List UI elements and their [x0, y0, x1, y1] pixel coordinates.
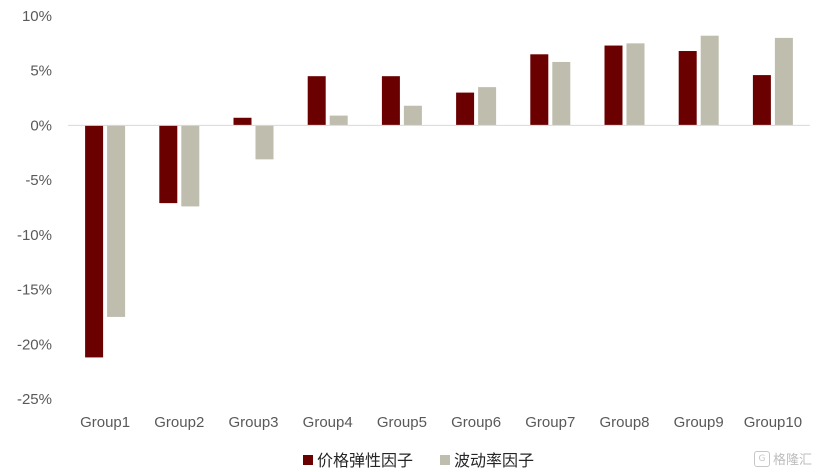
watermark-text: 格隆汇 — [772, 453, 812, 468]
x-tick-label: Group7 — [525, 414, 575, 431]
bar-series-1-group4 — [307, 76, 326, 126]
watermark-logo-icon: G — [753, 450, 770, 467]
x-tick-label: Group1 — [80, 414, 130, 431]
bars — [85, 35, 793, 358]
x-tick-label: Group5 — [377, 414, 427, 431]
bar-series-2-group2 — [181, 125, 200, 207]
bar-series-1-group3 — [233, 117, 252, 126]
bar-series-1-group8 — [604, 45, 623, 126]
legend: 价格弹性因子 波动率因子 — [303, 451, 534, 470]
legend-swatch-series-2 — [440, 455, 450, 465]
bar-series-2-group7 — [552, 61, 571, 126]
bar-series-1-group1 — [85, 125, 104, 358]
x-tick-label: Group2 — [154, 414, 204, 431]
legend-label-series-1: 价格弹性因子 — [317, 451, 413, 470]
bar-series-2-group5 — [403, 105, 422, 126]
x-tick-label: Group9 — [674, 414, 724, 431]
bar-series-2-group10 — [774, 37, 793, 126]
bar-series-2-group6 — [478, 87, 497, 126]
x-axis: Group1 Group2 Group3 Group4 Group5 Group6 Grou… — [80, 414, 802, 431]
bar-series-1-group9 — [678, 51, 697, 126]
x-tick-label: Group8 — [599, 414, 649, 431]
x-tick-label: Group4 — [303, 414, 353, 431]
x-tick-label: Group3 — [228, 414, 278, 431]
x-tick-label: Group6 — [451, 414, 501, 431]
y-tick-label: -20% — [17, 336, 52, 353]
bar-series-1-group10 — [752, 75, 771, 126]
bar-series-2-group1 — [107, 125, 126, 317]
y-tick-label: -10% — [17, 227, 52, 244]
bar-series-2-group9 — [700, 35, 719, 126]
bar-series-2-group3 — [255, 125, 274, 160]
y-axis: 10% 5% 0% -5% -10% -15% -20% -25% — [17, 8, 52, 408]
y-tick-label: -5% — [25, 172, 52, 189]
bar-series-1-group2 — [159, 125, 178, 204]
watermark: G 格隆汇 — [753, 449, 812, 468]
bar-series-1-group7 — [530, 54, 549, 126]
bar-series-2-group4 — [329, 115, 348, 126]
y-tick-label: -25% — [17, 391, 52, 408]
legend-swatch-series-1 — [303, 455, 313, 465]
legend-label-series-2: 波动率因子 — [454, 451, 534, 470]
bar-series-1-group5 — [381, 76, 400, 126]
bar-series-2-group8 — [626, 43, 645, 126]
y-tick-label: 10% — [22, 8, 52, 25]
x-tick-label: Group10 — [744, 414, 802, 431]
y-tick-label: 0% — [30, 117, 52, 134]
bar-series-1-group6 — [456, 92, 475, 126]
y-tick-label: -15% — [17, 282, 52, 299]
y-tick-label: 5% — [30, 63, 52, 80]
